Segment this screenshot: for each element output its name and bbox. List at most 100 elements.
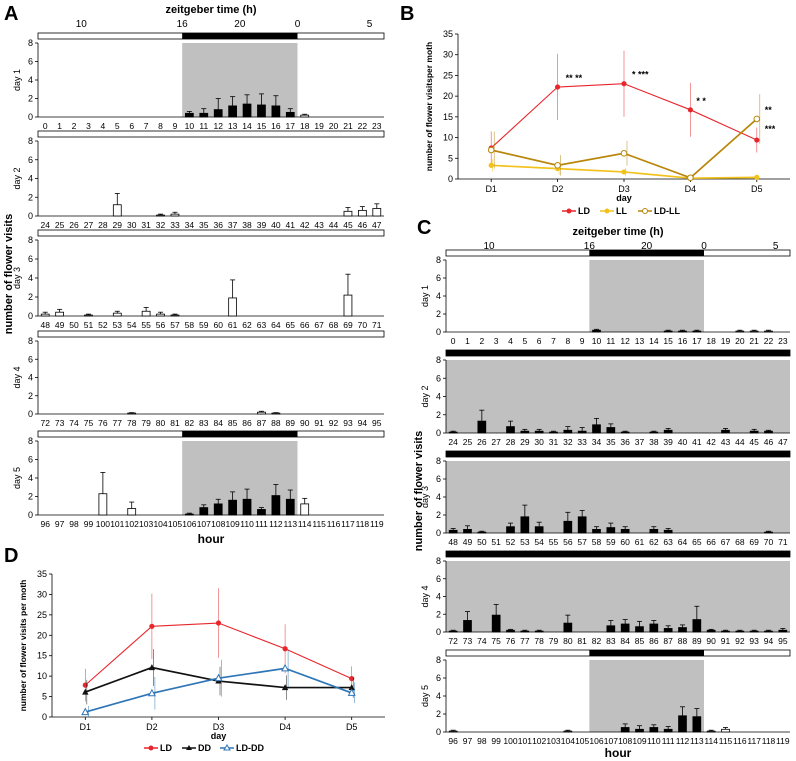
- hour-tick-label: 40: [271, 220, 281, 230]
- legend-label: LD-LL: [654, 206, 680, 216]
- y-tick-label: 6: [28, 455, 33, 465]
- hour-tick-label: 87: [257, 418, 267, 428]
- legend-label: DD: [198, 743, 211, 753]
- x-axis-title: day: [616, 193, 632, 203]
- panel-letter: D: [4, 545, 18, 567]
- hour-tick-label: 46: [358, 220, 368, 230]
- hour-tick-label: 76: [98, 418, 108, 428]
- hour-tick-label: 53: [520, 537, 530, 547]
- bar: [592, 424, 601, 434]
- hour-tick-label: 83: [199, 418, 209, 428]
- bar: [463, 620, 472, 633]
- hour-tick-label: 90: [300, 418, 310, 428]
- bar: [706, 629, 716, 633]
- hour-tick-label: 32: [156, 220, 166, 230]
- bar: [112, 312, 122, 317]
- hour-tick-label: 63: [257, 320, 267, 330]
- bar: [663, 529, 673, 534]
- y-axis-title: number of flower visits: [413, 431, 425, 551]
- hour-tick-label: 59: [606, 537, 616, 547]
- hour-tick-label: 36: [620, 437, 630, 447]
- hour-tick-label: 80: [156, 418, 166, 428]
- hour-tick-label: 54: [534, 537, 544, 547]
- hour-tick-label: 89: [692, 636, 702, 646]
- bar: [520, 430, 530, 434]
- hour-tick-label: 104: [561, 736, 575, 746]
- hour-tick-label: 108: [618, 736, 632, 746]
- y-tick-label: 8: [436, 255, 441, 265]
- y-tick-label: 4: [436, 592, 441, 602]
- hour-tick-label: 62: [649, 537, 659, 547]
- y-tick-label: 4: [436, 392, 441, 402]
- hour-tick-label: 110: [647, 736, 661, 746]
- bar: [55, 311, 64, 317]
- data-point: [149, 623, 155, 629]
- hour-tick-label: 36: [213, 220, 223, 230]
- y-tick-label: 15: [443, 112, 453, 122]
- bar: [620, 727, 630, 733]
- hour-tick-label: 57: [577, 537, 587, 547]
- hour-tick-label: 3: [494, 336, 499, 346]
- y-tick-label: 8: [28, 336, 33, 346]
- hour-tick-label: 51: [491, 537, 501, 547]
- hour-tick-label: 44: [735, 437, 745, 447]
- bar: [358, 209, 367, 217]
- bar: [749, 430, 759, 434]
- panel-letter: A: [4, 3, 18, 25]
- hour-tick-label: 1: [465, 336, 470, 346]
- y-tick-label: 2: [436, 309, 441, 319]
- hour-tick-label: 47: [372, 220, 382, 230]
- day-subplot: 0 2 4 6 8 day 4 72 73 74 75 76 77 78 79 80 81 82 83 84 85 86…: [420, 550, 791, 646]
- hour-tick-label: 97: [463, 736, 473, 746]
- hour-tick-label: 112: [269, 519, 283, 529]
- x-axis-title: hour: [605, 746, 632, 760]
- bar: [257, 104, 266, 118]
- data-point: [754, 137, 760, 143]
- y-axis-title: number of flower visitsper moth: [424, 42, 434, 171]
- hour-tick-label: 95: [372, 418, 382, 428]
- hour-tick-label: 42: [706, 437, 716, 447]
- series-ld-ll: [487, 94, 761, 182]
- bar: [506, 629, 515, 633]
- data-point: [348, 684, 355, 691]
- hour-tick-label: 11: [199, 121, 208, 131]
- hour-tick-label: 33: [170, 220, 180, 230]
- hour-tick-label: 24: [448, 437, 458, 447]
- legend-marker: [566, 208, 572, 214]
- data-point: [147, 688, 156, 697]
- bar: [271, 412, 281, 415]
- data-point: [82, 688, 89, 695]
- bar: [649, 623, 659, 633]
- hour-tick-label: 0: [43, 121, 48, 131]
- bar: [649, 529, 659, 534]
- x-axis-title: hour: [198, 532, 225, 546]
- x-tick-label: D3: [213, 722, 225, 732]
- hour-tick-label: 69: [749, 537, 759, 547]
- y-tick-label: 2: [28, 391, 33, 401]
- hour-tick-label: 98: [477, 736, 487, 746]
- data-point: [753, 115, 761, 123]
- y-tick-label: 4: [28, 174, 33, 184]
- hour-tick-label: 83: [606, 636, 616, 646]
- hour-tick-label: 114: [298, 519, 312, 529]
- hour-tick-label: 47: [778, 437, 788, 447]
- hour-tick-label: 20: [329, 121, 339, 131]
- data-point: [488, 162, 494, 168]
- data-point: [555, 84, 561, 90]
- bar: [606, 427, 616, 434]
- light-dark-bar: [37, 229, 385, 237]
- bar: [343, 294, 353, 317]
- hour-tick-label: 98: [69, 519, 79, 529]
- hour-tick-label: 55: [141, 320, 151, 330]
- zeitgeber-tick: 20: [234, 19, 246, 30]
- hour-tick-label: 105: [575, 736, 589, 746]
- dark-phase-bar: [446, 551, 790, 557]
- hour-tick-label: 74: [477, 636, 487, 646]
- hour-tick-label: 31: [141, 220, 151, 230]
- bar: [721, 728, 730, 733]
- day-label: day 3: [420, 486, 430, 508]
- significance-label: * ***: [632, 70, 649, 80]
- y-tick-label: 0: [28, 311, 33, 321]
- dark-phase-bar: [589, 650, 704, 656]
